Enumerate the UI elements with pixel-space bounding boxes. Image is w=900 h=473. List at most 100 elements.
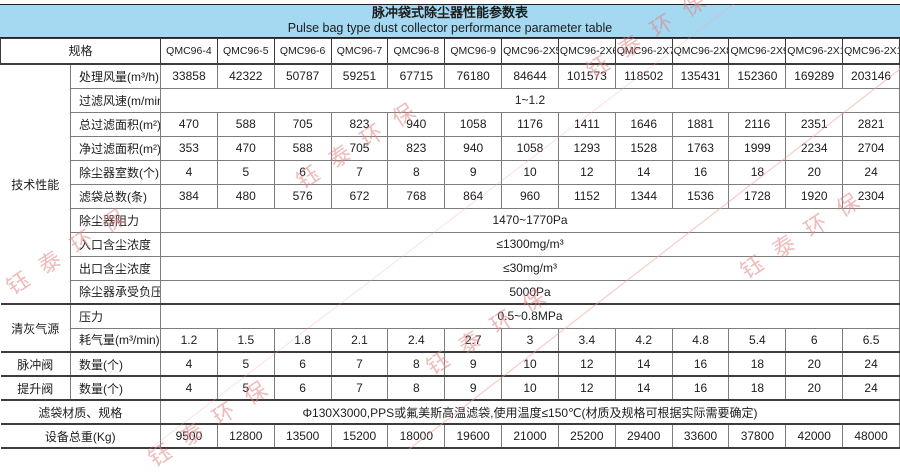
row-label: 耗气量(m³/min) bbox=[69, 327, 162, 353]
data-cell: 33600 bbox=[671, 423, 730, 450]
data-cell: 1763 bbox=[671, 135, 730, 161]
table-row: 滤袋材质、规格 Φ130X3000,PPS或氟美斯高温滤袋,使用温度≤150℃(材… bbox=[0, 399, 900, 425]
data-cell: 152360 bbox=[728, 63, 787, 89]
model-header-cell: QMC96-2X7 bbox=[614, 37, 673, 65]
row-label: 滤袋材质、规格 bbox=[0, 399, 162, 425]
model-header-cell: QMC96-4 bbox=[160, 37, 218, 65]
parameter-table: 规格 QMC96-4 QMC96-5 QMC96-6 QMC96-7 QMC96-8 QMC… bbox=[0, 37, 900, 450]
table-row: 耗气量(m³/min) 1.2 1.5 1.8 2.1 2.4 2.7 3 3.4 4.2 4.8 5… bbox=[1, 327, 900, 353]
data-cell: 470 bbox=[160, 111, 218, 137]
data-cell: 4 bbox=[160, 351, 218, 377]
data-cell: 823 bbox=[387, 135, 446, 161]
data-cell: 10 bbox=[501, 375, 559, 401]
data-cell: 1.5 bbox=[216, 327, 275, 353]
data-cell: 18000 bbox=[387, 423, 446, 450]
table-title: 脉冲袋式除尘器性能参数表 Pulse bag type dust collect… bbox=[0, 4, 900, 38]
data-cell: 24 bbox=[842, 375, 900, 401]
data-cell: 2304 bbox=[842, 183, 900, 209]
row-label: 除尘器阻力 bbox=[69, 207, 162, 233]
data-cell: 8 bbox=[387, 159, 446, 185]
data-cell: 6 bbox=[273, 159, 332, 185]
data-cell: 705 bbox=[273, 111, 332, 137]
data-cell: 6.5 bbox=[842, 327, 900, 353]
data-cell: 5 bbox=[216, 351, 275, 377]
data-cell: 7 bbox=[330, 375, 389, 401]
data-cell: 8 bbox=[387, 375, 446, 401]
span-value-cell: 1470~1770Pa bbox=[160, 207, 900, 233]
model-header-cell: QMC96-2X8 bbox=[671, 37, 730, 65]
span-value-cell: ≤1300mg/m³ bbox=[160, 231, 900, 257]
row-label: 滤袋总数(条) bbox=[69, 183, 162, 209]
data-cell: 169289 bbox=[785, 63, 844, 89]
data-cell: 24 bbox=[842, 159, 900, 185]
span-value-cell: ≤30mg/m³ bbox=[160, 255, 900, 281]
data-cell: 1058 bbox=[501, 135, 559, 161]
data-cell: 4.8 bbox=[671, 327, 730, 353]
row-label: 净过滤面积(m²) bbox=[69, 135, 162, 161]
data-cell: 2.1 bbox=[330, 327, 389, 353]
data-cell: 7 bbox=[330, 351, 389, 377]
data-cell: 576 bbox=[273, 183, 332, 209]
data-cell: 2.7 bbox=[444, 327, 503, 353]
data-cell: 67715 bbox=[387, 63, 446, 89]
data-cell: 1536 bbox=[671, 183, 730, 209]
data-cell: 2704 bbox=[842, 135, 900, 161]
row-label: 除尘器室数(个) bbox=[69, 159, 162, 185]
data-cell: 2116 bbox=[728, 111, 787, 137]
data-cell: 1920 bbox=[785, 183, 844, 209]
data-cell: 50787 bbox=[273, 63, 332, 89]
table-row: 除尘器阻力 1470~1770Pa bbox=[1, 207, 900, 233]
data-cell: 480 bbox=[216, 183, 275, 209]
data-cell: 1058 bbox=[444, 111, 503, 137]
data-cell: 4 bbox=[160, 375, 218, 401]
model-header-cell: QMC96-6 bbox=[273, 37, 332, 65]
data-cell: 960 bbox=[501, 183, 559, 209]
data-cell: 1.2 bbox=[160, 327, 218, 353]
group-label: 技术性能 bbox=[0, 63, 71, 305]
data-cell: 8 bbox=[387, 351, 446, 377]
data-cell: 29400 bbox=[614, 423, 673, 450]
data-cell: 1411 bbox=[557, 111, 616, 137]
data-cell: 48000 bbox=[842, 423, 900, 450]
data-cell: 101573 bbox=[557, 63, 616, 89]
model-header-cell: QMC96-2X12 bbox=[842, 37, 900, 65]
data-cell: 864 bbox=[444, 183, 503, 209]
data-cell: 18 bbox=[728, 159, 787, 185]
data-cell: 18 bbox=[728, 375, 787, 401]
data-cell: 10 bbox=[501, 159, 559, 185]
row-label: 处理风量(m³/h) bbox=[69, 63, 162, 89]
data-cell: 1.8 bbox=[273, 327, 332, 353]
row-label: 除尘器承受负压 bbox=[69, 279, 162, 305]
data-cell: 353 bbox=[160, 135, 218, 161]
data-cell: 9500 bbox=[160, 423, 218, 450]
data-cell: 203146 bbox=[842, 63, 900, 89]
row-label: 出口含尘浓度 bbox=[69, 255, 162, 281]
table-row: 净过滤面积(m²) 353 470 588 705 823 940 1058 1293 1528 1… bbox=[1, 135, 900, 161]
data-cell: 12800 bbox=[216, 423, 275, 450]
data-cell: 15200 bbox=[330, 423, 389, 450]
data-cell: 1152 bbox=[557, 183, 616, 209]
data-cell: 42000 bbox=[785, 423, 844, 450]
data-cell: 21000 bbox=[501, 423, 559, 450]
span-value-cell: 5000Pa bbox=[160, 279, 900, 305]
data-cell: 1528 bbox=[614, 135, 673, 161]
data-cell: 3 bbox=[501, 327, 559, 353]
data-cell: 705 bbox=[330, 135, 389, 161]
data-cell: 2.4 bbox=[387, 327, 446, 353]
data-cell: 9 bbox=[444, 351, 503, 377]
data-cell: 18 bbox=[728, 351, 787, 377]
table-header-row: 规格 QMC96-4 QMC96-5 QMC96-6 QMC96-7 QMC96-8 QMC… bbox=[0, 37, 900, 65]
data-cell: 6 bbox=[785, 327, 844, 353]
data-cell: 76180 bbox=[444, 63, 503, 89]
data-cell: 5 bbox=[216, 159, 275, 185]
data-cell: 42322 bbox=[216, 63, 275, 89]
data-cell: 24 bbox=[842, 351, 900, 377]
title-english: Pulse bag type dust collector performanc… bbox=[287, 20, 613, 35]
data-cell: 768 bbox=[387, 183, 446, 209]
row-label: 数量(个) bbox=[69, 375, 162, 401]
data-cell: 25200 bbox=[557, 423, 616, 450]
data-cell: 12 bbox=[557, 375, 616, 401]
data-cell: 5 bbox=[216, 375, 275, 401]
row-label: 设备总重(Kg) bbox=[0, 423, 162, 450]
data-cell: 6 bbox=[273, 375, 332, 401]
